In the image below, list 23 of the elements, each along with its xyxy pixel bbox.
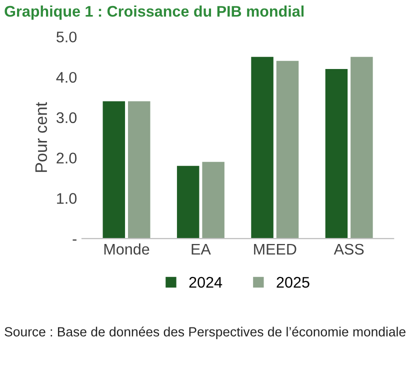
bar: [276, 60, 299, 239]
bar: [251, 56, 274, 239]
y-axis-title: Pour cent: [35, 102, 48, 172]
x-tick-label: Monde: [104, 243, 150, 255]
source-note: Source : Base de données des Perspectives de l’économie mondiale: [4, 326, 406, 340]
y-tick-label: 5.0: [56, 32, 77, 42]
bar: [102, 101, 126, 239]
y-tick-label: 4.0: [56, 72, 77, 83]
bar: [128, 101, 150, 239]
x-tick-label: MEED: [254, 244, 296, 254]
y-tick-label: 3.0: [56, 112, 77, 124]
bar: [202, 162, 224, 239]
bar: [325, 68, 348, 239]
y-tick-label: -: [72, 239, 76, 241]
bar: [350, 56, 373, 239]
y-tick-label: 2.0: [56, 152, 77, 164]
x-tick-label: ASS: [334, 244, 364, 255]
bar: [176, 166, 200, 239]
chart-title: Graphique 1 : Croissance du PIB mondial: [4, 6, 304, 20]
x-tick-label: EA: [192, 244, 211, 254]
y-tick-label: 1.0: [57, 193, 77, 204]
legend-label: 2024: [189, 276, 222, 288]
legend-label: 2025: [276, 276, 310, 288]
